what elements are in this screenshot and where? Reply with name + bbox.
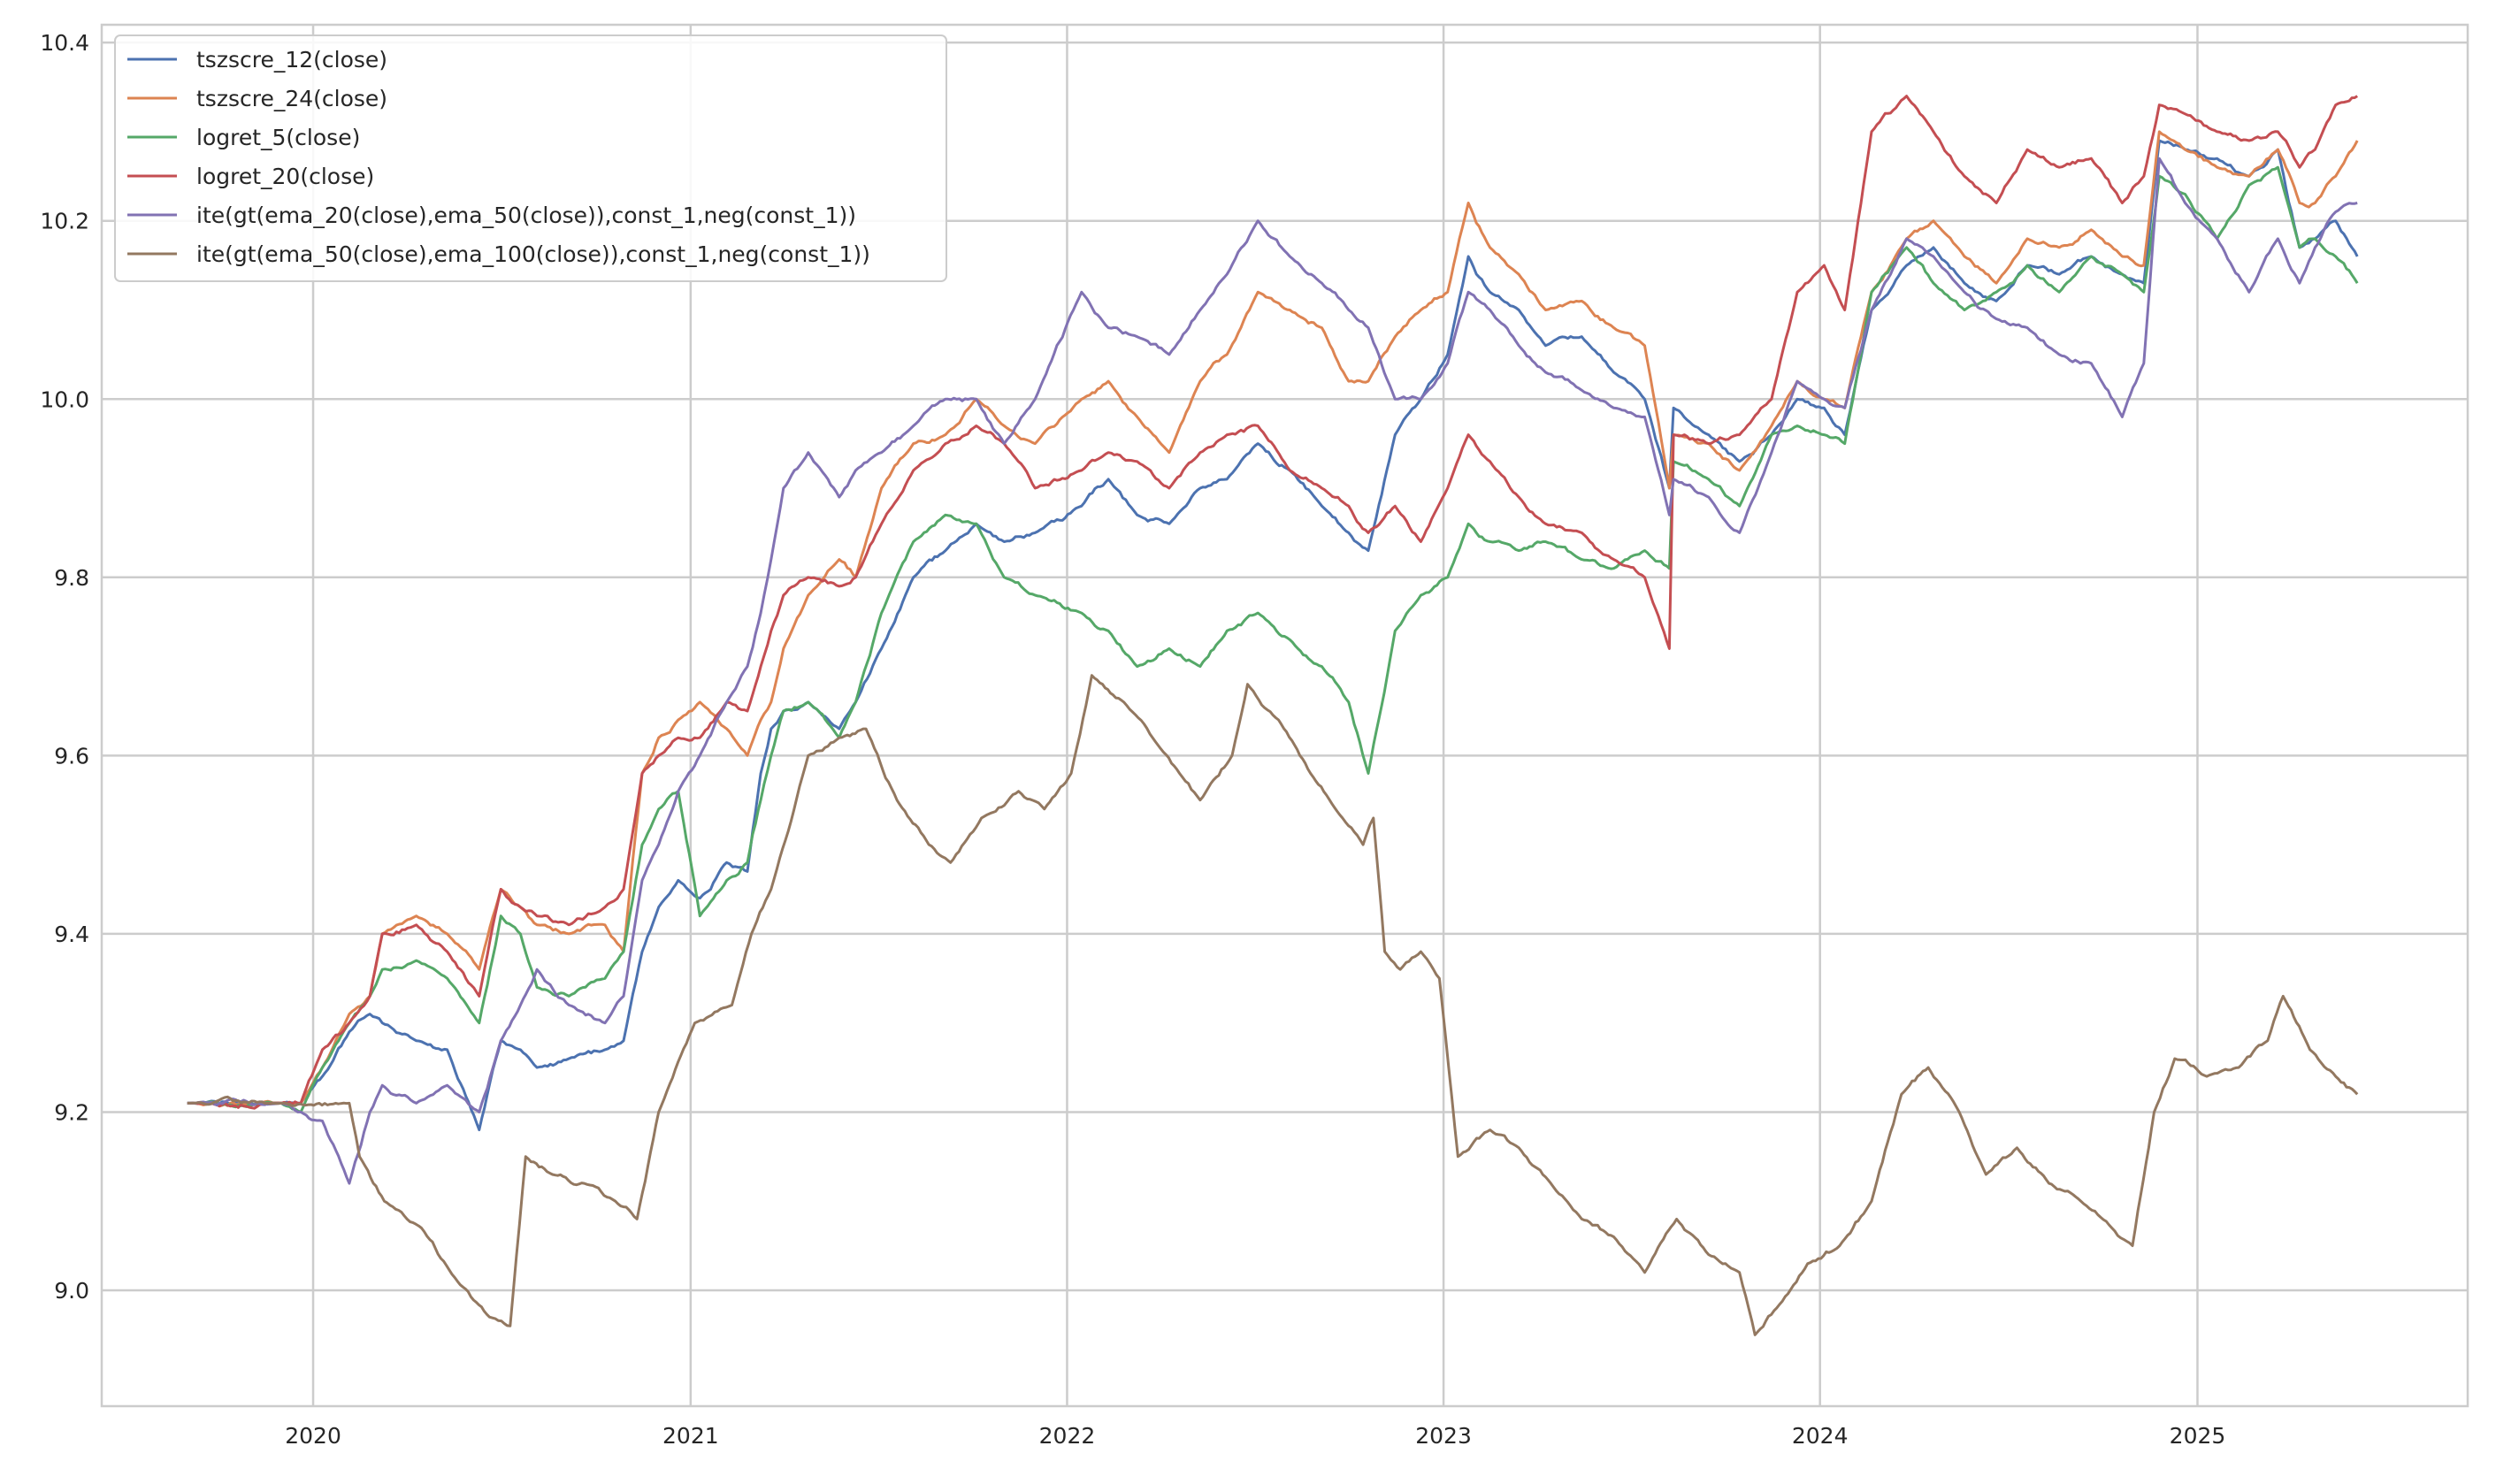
y-tick-label: 10.0 bbox=[40, 386, 89, 412]
legend-box bbox=[114, 34, 947, 282]
x-tick-label: 2025 bbox=[2170, 1423, 2226, 1449]
tick-labels: 2020 2021 2022 2023 2024 2025 9.0 9.2 9.4 9.6 9.8 1… bbox=[40, 30, 2225, 1449]
series-line-1 bbox=[187, 139, 2359, 1132]
x-tick-label: 2024 bbox=[1792, 1423, 1849, 1449]
series-line-2 bbox=[187, 130, 2359, 1108]
legend-label: logret_20(close) bbox=[196, 164, 374, 189]
x-tick-label: 2020 bbox=[285, 1423, 341, 1449]
series-lines bbox=[187, 95, 2359, 1336]
series-line-5 bbox=[187, 157, 2358, 1185]
y-tick-label: 10.4 bbox=[40, 30, 89, 56]
x-tick-label: 2022 bbox=[1039, 1423, 1096, 1449]
y-tick-label: 9.2 bbox=[54, 1099, 89, 1125]
x-tick-label: 2021 bbox=[662, 1423, 719, 1449]
y-tick-label: 9.8 bbox=[54, 565, 89, 591]
x-tick-label: 2023 bbox=[1415, 1423, 1472, 1449]
legend-label: logret_5(close) bbox=[196, 125, 360, 150]
grid-lines bbox=[102, 25, 2468, 1406]
y-tick-label: 9.0 bbox=[54, 1278, 89, 1304]
series-line-3 bbox=[187, 165, 2359, 1113]
legend-label: ite(gt(ema_50(close),ema_100(close)),con… bbox=[196, 241, 870, 267]
legend-label: tszscre_12(close) bbox=[196, 47, 387, 73]
y-tick-label: 9.6 bbox=[54, 743, 89, 769]
y-tick-label: 10.2 bbox=[40, 209, 89, 234]
legend-label: ite(gt(ema_20(close),ema_50(close)),cons… bbox=[196, 203, 856, 228]
series-line-6 bbox=[187, 674, 2359, 1336]
legend: tszscre_12(close) tszscre_24(close)logret… bbox=[114, 34, 947, 282]
plot-frame bbox=[100, 23, 2469, 1408]
series-line-4 bbox=[187, 95, 2359, 1110]
y-tick-label: 9.4 bbox=[54, 922, 89, 947]
legend-label: tszscre_24(close) bbox=[196, 86, 387, 111]
